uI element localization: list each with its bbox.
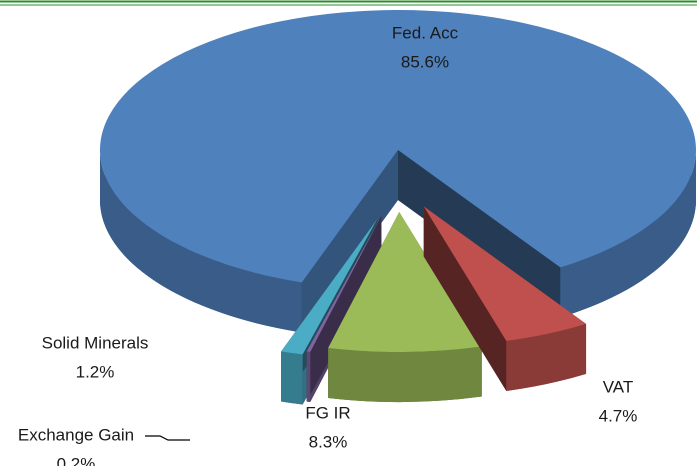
slice-wall: [301, 150, 398, 333]
slice-label: Fed. Acc: [392, 23, 459, 42]
slice-value-label: 4.7%: [599, 406, 638, 425]
slice-label: Solid Minerals: [42, 333, 149, 352]
slice-side: [560, 150, 696, 318]
slice-wall: [398, 150, 561, 318]
slice-label: VAT: [603, 377, 634, 396]
slice: [306, 215, 382, 352]
leader-line: [145, 435, 190, 441]
slice-value-label: 0.2%: [57, 454, 96, 466]
slice: [100, 9, 697, 283]
slice-value-label: 1.2%: [76, 362, 115, 381]
slice-side: [100, 150, 302, 333]
slice-wall: [281, 218, 378, 402]
slice-label: FG IR: [305, 403, 350, 422]
slice-value-label: 8.3%: [309, 432, 348, 451]
slice-side: [306, 351, 311, 402]
slice: [423, 206, 587, 341]
slice: [328, 211, 482, 352]
slice: [281, 218, 378, 355]
slice-wall: [423, 206, 507, 391]
slice-value-label: 85.6%: [401, 52, 449, 71]
slice-side: [328, 346, 482, 402]
slice-side: [506, 323, 587, 391]
slice-label: Exchange Gain: [18, 425, 134, 444]
slice-wall: [306, 215, 382, 402]
slice-side: [281, 351, 303, 405]
